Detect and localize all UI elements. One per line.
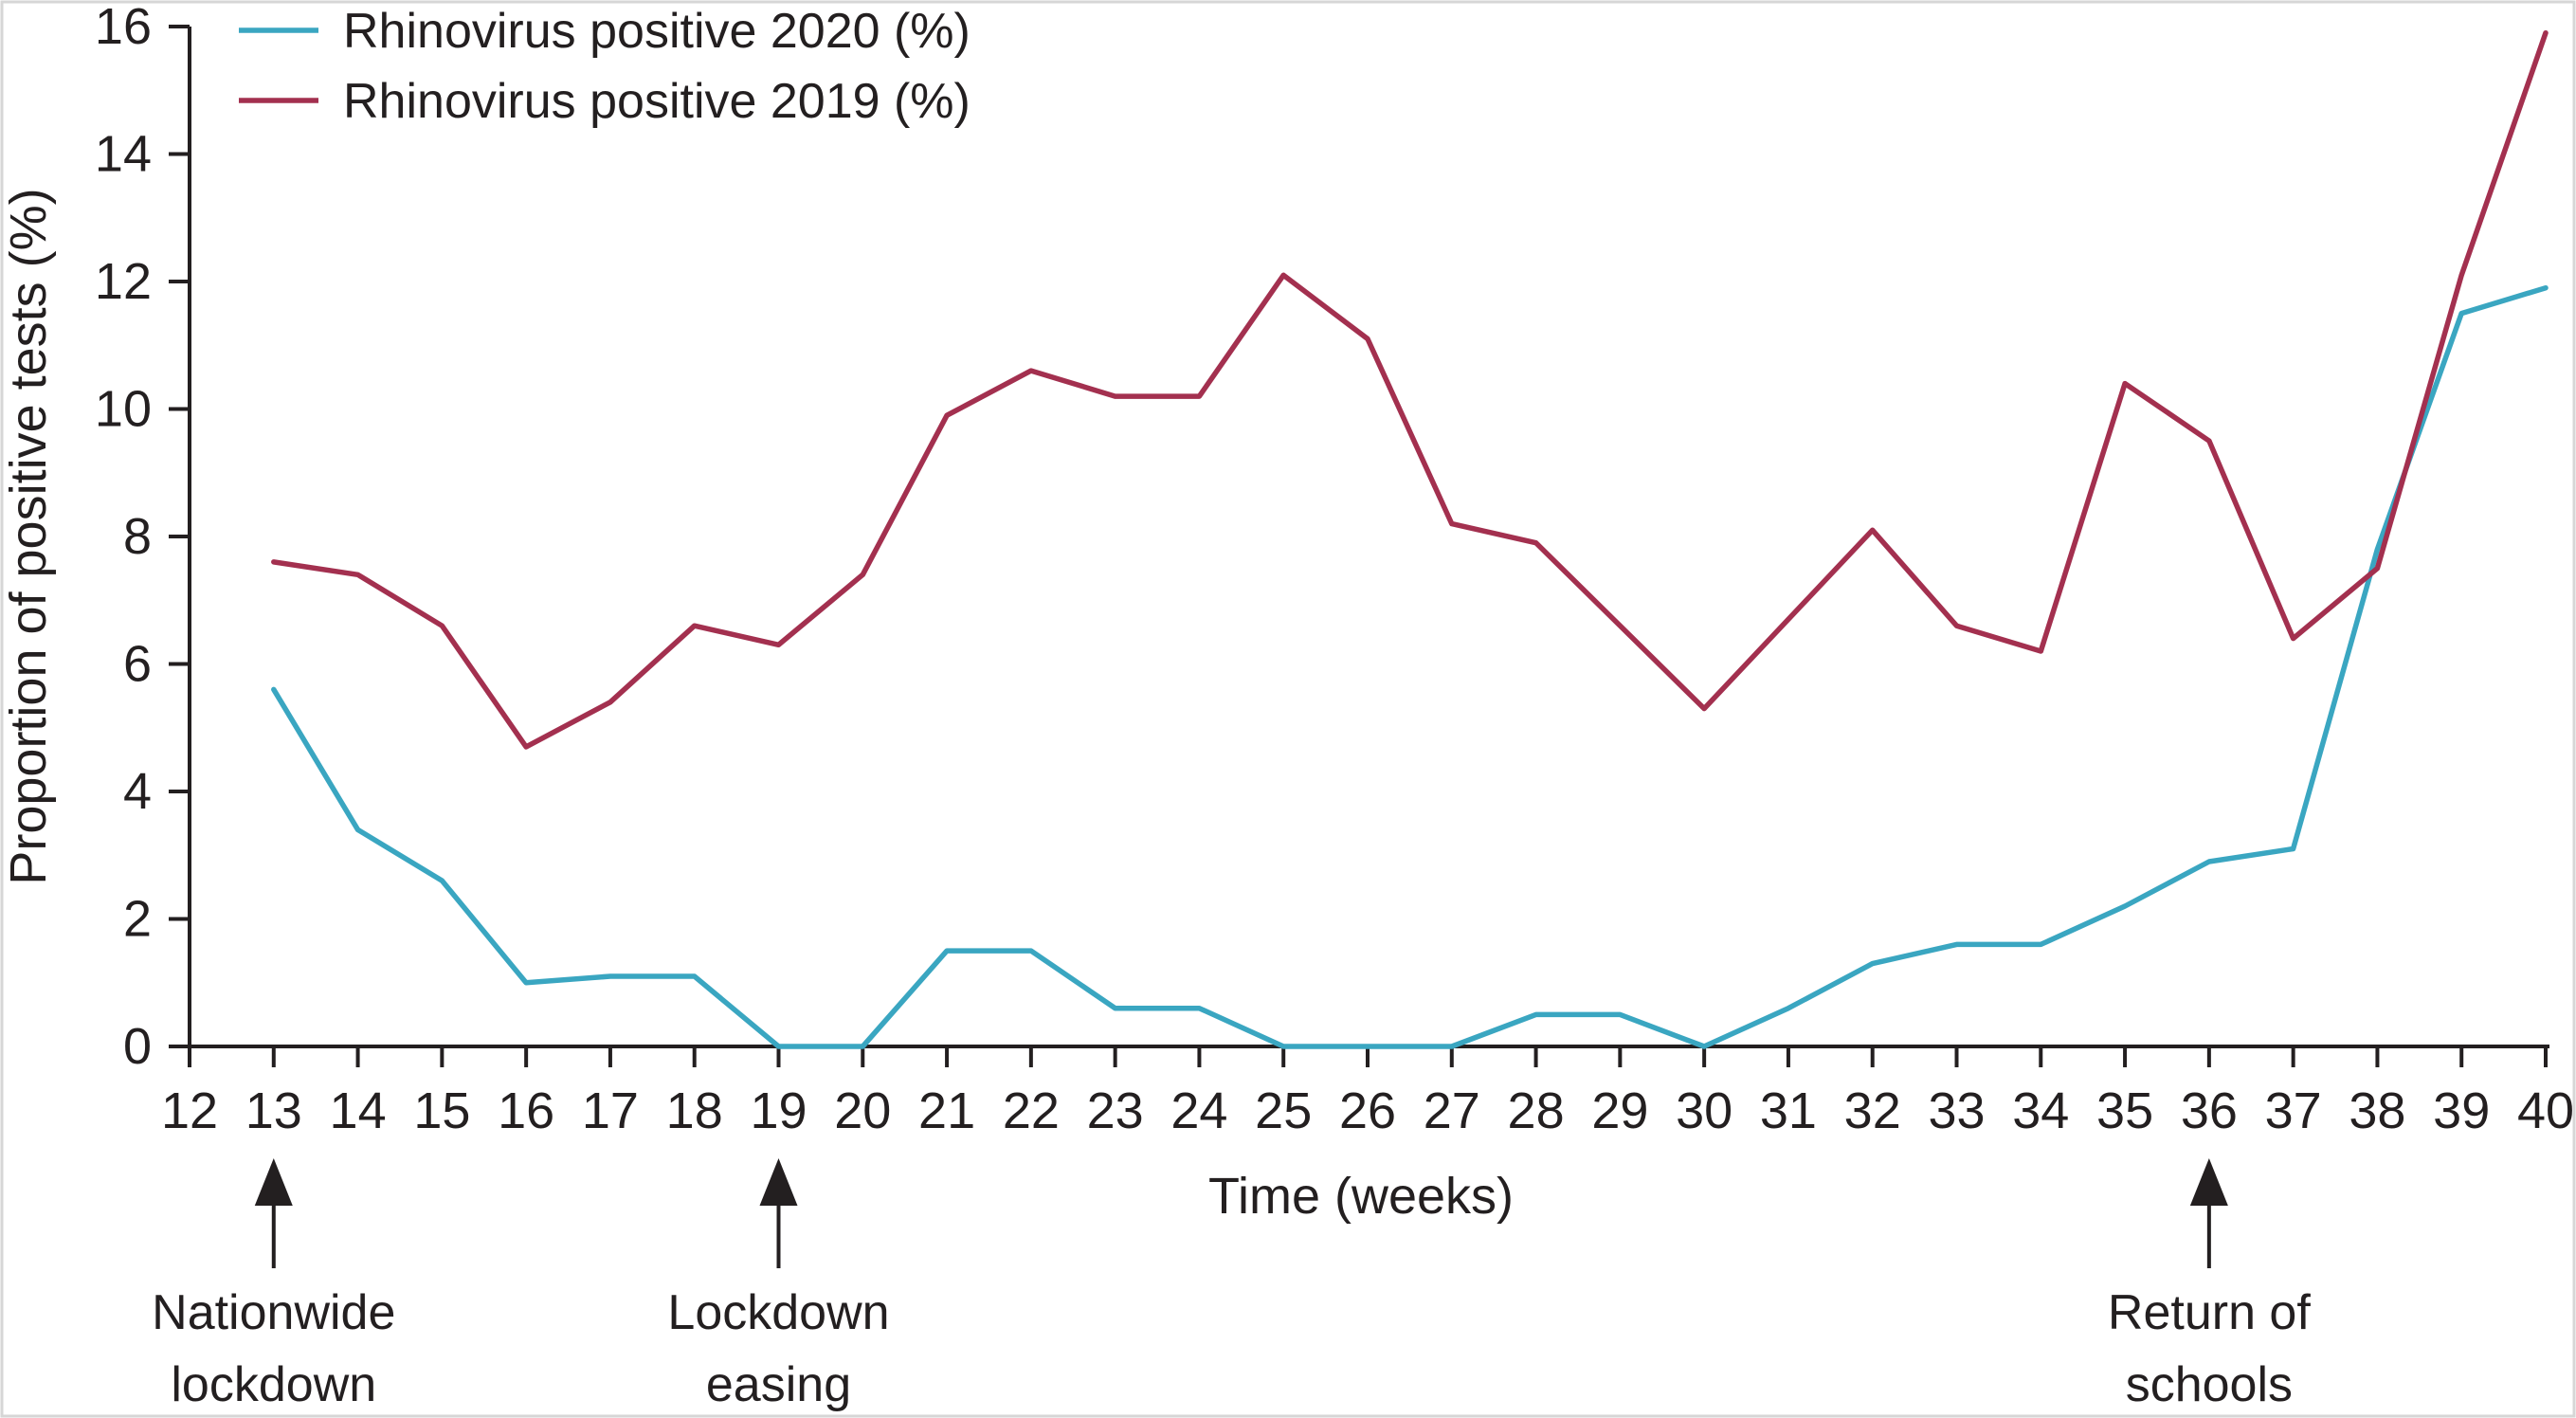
x-tick-label: 25 bbox=[1255, 1082, 1312, 1139]
y-tick-label: 14 bbox=[95, 126, 152, 183]
legend: Rhinovirus positive 2020 (%) Rhinovirus p… bbox=[239, 4, 971, 129]
x-tick-label: 27 bbox=[1424, 1082, 1480, 1139]
annotations: Nationwide lockdown Lockdown easing Return o… bbox=[152, 1158, 2311, 1412]
annotation-label: easing bbox=[706, 1357, 851, 1412]
x-tick-label: 29 bbox=[1591, 1082, 1648, 1139]
x-tick-label: 33 bbox=[1928, 1082, 1985, 1139]
x-ticks: 12 13 14 15 16 17 18 19 20 21 22 23 24 25 26 27 28 29 30 31… bbox=[161, 1046, 2574, 1139]
y-tick-label: 12 bbox=[95, 253, 152, 310]
x-tick-label: 38 bbox=[2349, 1082, 2405, 1139]
x-axis-title: Time (weeks) bbox=[1208, 1168, 1514, 1225]
x-tick-label: 12 bbox=[161, 1082, 218, 1139]
annotation-label: Lockdown bbox=[667, 1285, 889, 1340]
x-tick-label: 17 bbox=[582, 1082, 639, 1139]
x-tick-label: 16 bbox=[498, 1082, 554, 1139]
legend-label: Rhinovirus positive 2020 (%) bbox=[343, 4, 971, 59]
x-tick-label: 34 bbox=[2012, 1082, 2069, 1139]
x-tick-label: 39 bbox=[2433, 1082, 2490, 1139]
x-tick-label: 22 bbox=[1003, 1082, 1060, 1139]
y-tick-label: 8 bbox=[123, 508, 152, 565]
series-line-2020 bbox=[271, 284, 2549, 1049]
y-tick-label: 10 bbox=[95, 381, 152, 438]
x-tick-label: 18 bbox=[666, 1082, 723, 1139]
y-ticks: 0 2 4 6 8 10 12 14 16 bbox=[95, 0, 190, 1075]
legend-label: Rhinovirus positive 2019 (%) bbox=[343, 74, 971, 129]
x-tick-label: 15 bbox=[413, 1082, 470, 1139]
annotation-label: Return of bbox=[2108, 1285, 2311, 1340]
x-tick-label: 36 bbox=[2181, 1082, 2238, 1139]
annotation-arrow-head bbox=[759, 1158, 798, 1206]
x-tick-label: 24 bbox=[1170, 1082, 1227, 1139]
x-tick-label: 30 bbox=[1676, 1082, 1732, 1139]
series-line-2019 bbox=[271, 29, 2549, 750]
x-tick-label: 26 bbox=[1339, 1082, 1396, 1139]
x-tick-label: 14 bbox=[330, 1082, 387, 1139]
x-tick-label: 13 bbox=[245, 1082, 302, 1139]
x-tick-label: 23 bbox=[1087, 1082, 1144, 1139]
y-axis-title: Proportion of positive tests (%) bbox=[0, 188, 57, 884]
x-tick-label: 19 bbox=[750, 1082, 807, 1139]
series-lines bbox=[271, 29, 2549, 1049]
y-tick-label: 16 bbox=[95, 0, 152, 55]
annotation-label: schools bbox=[2126, 1357, 2293, 1412]
x-tick-label: 28 bbox=[1508, 1082, 1565, 1139]
x-tick-label: 20 bbox=[834, 1082, 891, 1139]
y-tick-label: 6 bbox=[123, 636, 152, 693]
x-tick-label: 21 bbox=[918, 1082, 975, 1139]
y-tick-label: 2 bbox=[123, 891, 152, 948]
annotation-label: lockdown bbox=[171, 1357, 376, 1412]
annotation-arrow-head bbox=[254, 1158, 293, 1206]
annotation-label: Nationwide bbox=[152, 1285, 395, 1340]
x-tick-label: 40 bbox=[2517, 1082, 2574, 1139]
x-tick-label: 31 bbox=[1760, 1082, 1817, 1139]
y-tick-label: 4 bbox=[123, 763, 152, 820]
y-tick-label: 0 bbox=[123, 1018, 152, 1075]
x-tick-label: 32 bbox=[1844, 1082, 1901, 1139]
annotation-arrow-head bbox=[2189, 1158, 2228, 1206]
x-tick-label: 35 bbox=[2096, 1082, 2153, 1139]
x-tick-label: 37 bbox=[2265, 1082, 2322, 1139]
